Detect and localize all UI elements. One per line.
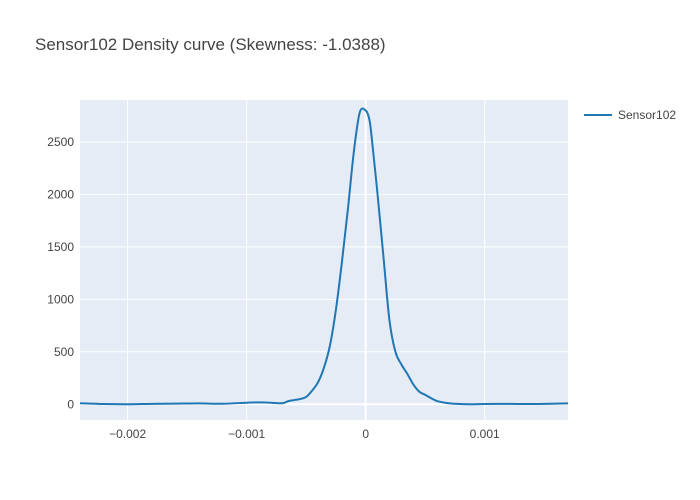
y-tick-label: 1000 bbox=[47, 292, 74, 306]
y-tick-label: 2000 bbox=[47, 187, 74, 201]
y-tick-label: 2500 bbox=[47, 135, 74, 149]
x-tick-label: −0.002 bbox=[109, 427, 146, 441]
y-tick-label: 500 bbox=[54, 345, 74, 359]
y-tick-label: 1500 bbox=[47, 240, 74, 254]
series-line-sensor102[interactable] bbox=[80, 107, 568, 406]
x-tick-label: −0.001 bbox=[228, 427, 265, 441]
legend[interactable]: Sensor102 bbox=[584, 108, 676, 122]
y-tick-label: 0 bbox=[67, 397, 74, 411]
legend-label: Sensor102 bbox=[618, 108, 676, 122]
tick-labels: 0 500 1000 1500 2000 2500 −0.002 −0.001 0 0.001 bbox=[47, 135, 500, 441]
series-layer bbox=[80, 107, 568, 406]
chart-title: Sensor102 Density curve (Skewness: -1.03… bbox=[35, 35, 386, 54]
plot-area bbox=[80, 100, 568, 420]
x-tick-label: 0 bbox=[362, 427, 369, 441]
x-tick-label: 0.001 bbox=[470, 427, 500, 441]
